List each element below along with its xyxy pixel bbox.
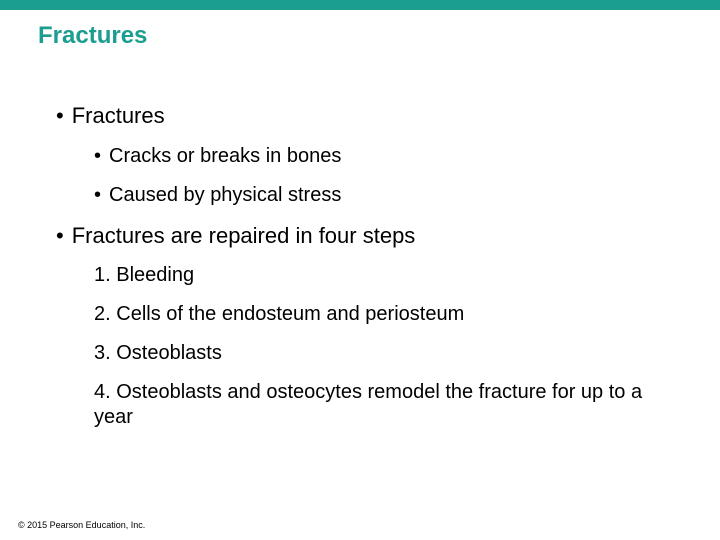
number-label: 2. <box>94 303 111 325</box>
numbered-item: 4. Osteoblasts and osteocytes remodel th… <box>94 380 682 430</box>
numbered-item: 2. Cells of the endosteum and periosteum <box>94 302 682 327</box>
bullet-text: Fractures <box>72 103 165 128</box>
bullet-level2: • Cracks or breaks in bones <box>94 144 682 169</box>
number-label: 4. <box>94 381 111 403</box>
numbered-text: Cells of the endosteum and periosteum <box>116 303 464 325</box>
bullet-dot-icon: • <box>56 222 64 250</box>
bullet-dot-icon: • <box>56 102 64 130</box>
bullet-text: Fractures are repaired in four steps <box>72 223 416 248</box>
bullet-dot-icon: • <box>94 183 101 208</box>
copyright-text: © 2015 Pearson Education, Inc. <box>18 520 145 530</box>
accent-top-bar <box>0 0 720 10</box>
number-label: 3. <box>94 342 111 364</box>
slide-title: Fractures <box>0 10 720 50</box>
numbered-text: Bleeding <box>116 264 194 286</box>
slide-content: • Fractures • Cracks or breaks in bones • C… <box>0 50 720 430</box>
bullet-level1: • Fractures are repaired in four steps <box>56 222 682 250</box>
bullet-level1: • Fractures <box>56 102 682 130</box>
number-label: 1. <box>94 264 111 286</box>
bullet-level2: • Caused by physical stress <box>94 183 682 208</box>
numbered-item: 1. Bleeding <box>94 263 682 288</box>
numbered-text: Osteoblasts <box>116 342 222 364</box>
bullet-text: Caused by physical stress <box>109 184 341 206</box>
slide-container: Fractures • Fractures • Cracks or breaks i… <box>0 0 720 540</box>
bullet-text: Cracks or breaks in bones <box>109 145 341 167</box>
bullet-dot-icon: • <box>94 144 101 169</box>
numbered-item: 3. Osteoblasts <box>94 341 682 366</box>
numbered-text: Osteoblasts and osteocytes remodel the f… <box>94 381 642 428</box>
